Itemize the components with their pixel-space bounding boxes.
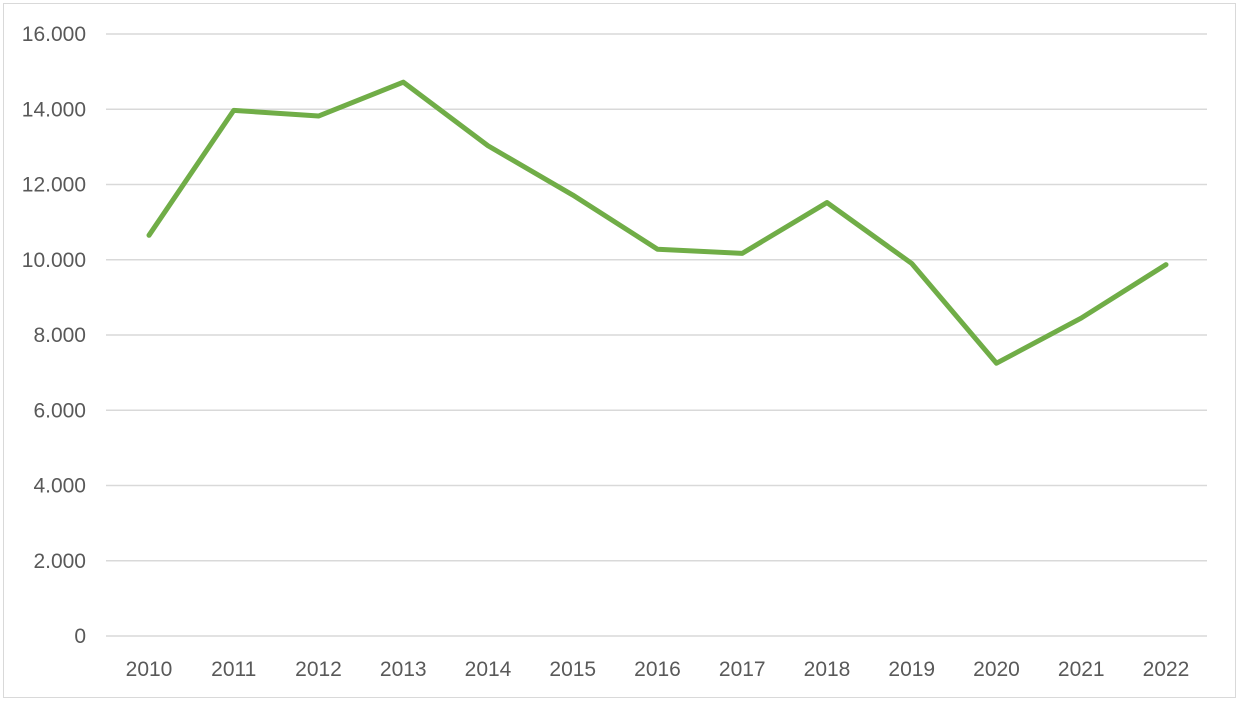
chart-area [3,3,1236,698]
y-tick-label: 12.000 [22,174,86,197]
x-tick-label: 2013 [380,658,427,681]
x-tick-label: 2019 [888,658,935,681]
y-tick-label: 16.000 [22,23,86,46]
x-tick-label: 2010 [126,658,173,681]
x-tick-label: 2016 [634,658,681,681]
x-tick-label: 2015 [549,658,596,681]
y-tick-label: 0 [74,625,86,648]
gridlines [106,33,1207,637]
x-tick-label: 2012 [295,658,342,681]
x-tick-label: 2018 [804,658,851,681]
x-tick-label: 2014 [465,658,512,681]
y-tick-label: 10.000 [22,249,86,272]
y-tick-label: 4.000 [33,475,86,498]
x-tick-label: 2011 [211,658,256,681]
y-axis-tick-labels: 0 2.000 4.000 6.000 8.000 10.000 12.000 14.000 1… [22,23,86,648]
y-tick-label: 8.000 [33,324,86,347]
series-line [146,79,1169,366]
series-layer [146,79,1169,366]
x-tick-label: 2020 [973,658,1020,681]
y-tick-label: 14.000 [22,98,86,121]
x-tick-label: 2022 [1143,658,1190,681]
x-tick-label: 2021 [1058,658,1105,681]
x-axis-tick-labels: 2010 2011 2012 2013 2014 2015 2016 2017 2018 2019… [126,658,1190,681]
y-tick-label: 2.000 [33,550,86,573]
x-tick-label: 2017 [719,658,766,681]
y-tick-label: 6.000 [33,399,86,422]
